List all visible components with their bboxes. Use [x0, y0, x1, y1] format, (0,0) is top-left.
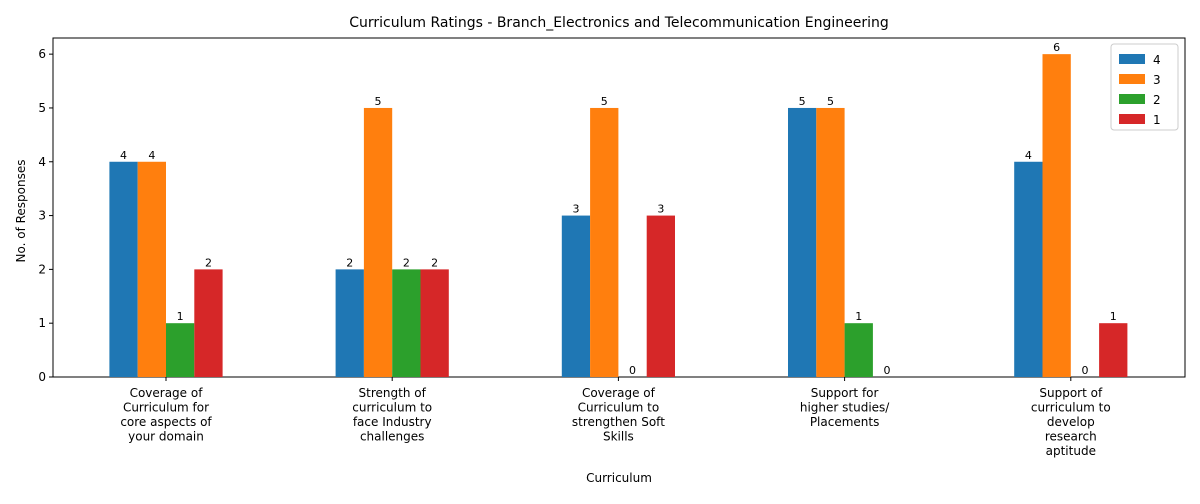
bar-value-label: 4	[148, 149, 155, 162]
legend: 4 3 2 1	[1110, 43, 1179, 131]
bar	[392, 269, 421, 377]
bar	[1099, 323, 1128, 377]
bar-value-label: 6	[1053, 41, 1060, 54]
bar	[561, 215, 591, 377]
plot-frame	[52, 37, 1186, 378]
x-tick-label: Strength of curriculum to face Industry cha…	[352, 386, 432, 444]
bar-value-label: 1	[177, 310, 184, 323]
bar-value-label: 2	[403, 256, 410, 269]
legend-label: 4	[1153, 53, 1161, 67]
bar	[816, 107, 845, 377]
legend-label: 1	[1153, 113, 1161, 127]
bar	[194, 269, 223, 377]
bar	[844, 323, 873, 377]
bar-value-label: 2	[346, 256, 353, 269]
bar-value-label: 3	[657, 203, 664, 216]
bar	[420, 269, 449, 377]
bar	[166, 323, 195, 377]
x-tick-label: Coverage of Curriculum to strengthen Soft S…	[572, 386, 665, 444]
bar	[788, 107, 817, 377]
legend-swatch	[1119, 74, 1145, 84]
bar-value-label: 5	[601, 95, 608, 108]
legend-swatch	[1119, 94, 1145, 104]
y-tick-label: 5	[38, 101, 46, 115]
x-tick-label: Support for higher studies/Placements	[800, 386, 890, 429]
bar	[646, 215, 675, 377]
y-axis-title: No. of Responses	[14, 159, 28, 262]
bar	[109, 161, 138, 377]
bar	[137, 161, 166, 377]
legend-box	[1110, 43, 1179, 131]
y-tick-label: 1	[38, 316, 46, 330]
bar-value-label: 4	[120, 149, 127, 162]
x-tick-label: Coverage of Curriculum for core aspects of…	[120, 386, 212, 444]
legend-label: 3	[1153, 73, 1161, 87]
bar-value-label: 0	[1081, 364, 1088, 377]
bar-value-label: 2	[431, 256, 438, 269]
chart-title: Curriculum Ratings - Branch_Electronics …	[349, 15, 889, 31]
y-tick-label: 0	[38, 370, 46, 384]
plot-area: 0 1 2 3 4 5 6 Coverage of Curriculum for core asp…	[38, 37, 1186, 458]
bar-value-label: 0	[629, 364, 636, 377]
legend-swatch	[1119, 54, 1145, 64]
y-tick-label: 2	[38, 262, 46, 276]
bar-value-label: 1	[1110, 310, 1117, 323]
x-tick-label: Support of curriculum to develop research ap…	[1031, 386, 1111, 458]
bar-value-label: 0	[884, 364, 891, 377]
y-tick-label: 3	[38, 209, 46, 223]
bar-value-label: 5	[827, 95, 834, 108]
x-axis-title: Curriculum	[586, 471, 652, 485]
bar-value-label: 3	[572, 203, 579, 216]
bar-value-label: 4	[1025, 149, 1032, 162]
y-tick-label: 4	[38, 155, 46, 169]
bar-value-label: 5	[799, 95, 806, 108]
bar	[363, 107, 393, 377]
bar	[1014, 161, 1043, 377]
bar	[1042, 54, 1071, 378]
bar	[590, 107, 619, 377]
bar	[335, 269, 364, 377]
y-tick-label: 6	[38, 47, 46, 61]
bar-value-label: 1	[855, 310, 862, 323]
bar-value-label: 2	[205, 256, 212, 269]
bar-value-label: 5	[375, 95, 382, 108]
legend-label: 2	[1153, 93, 1161, 107]
legend-swatch	[1119, 114, 1145, 124]
